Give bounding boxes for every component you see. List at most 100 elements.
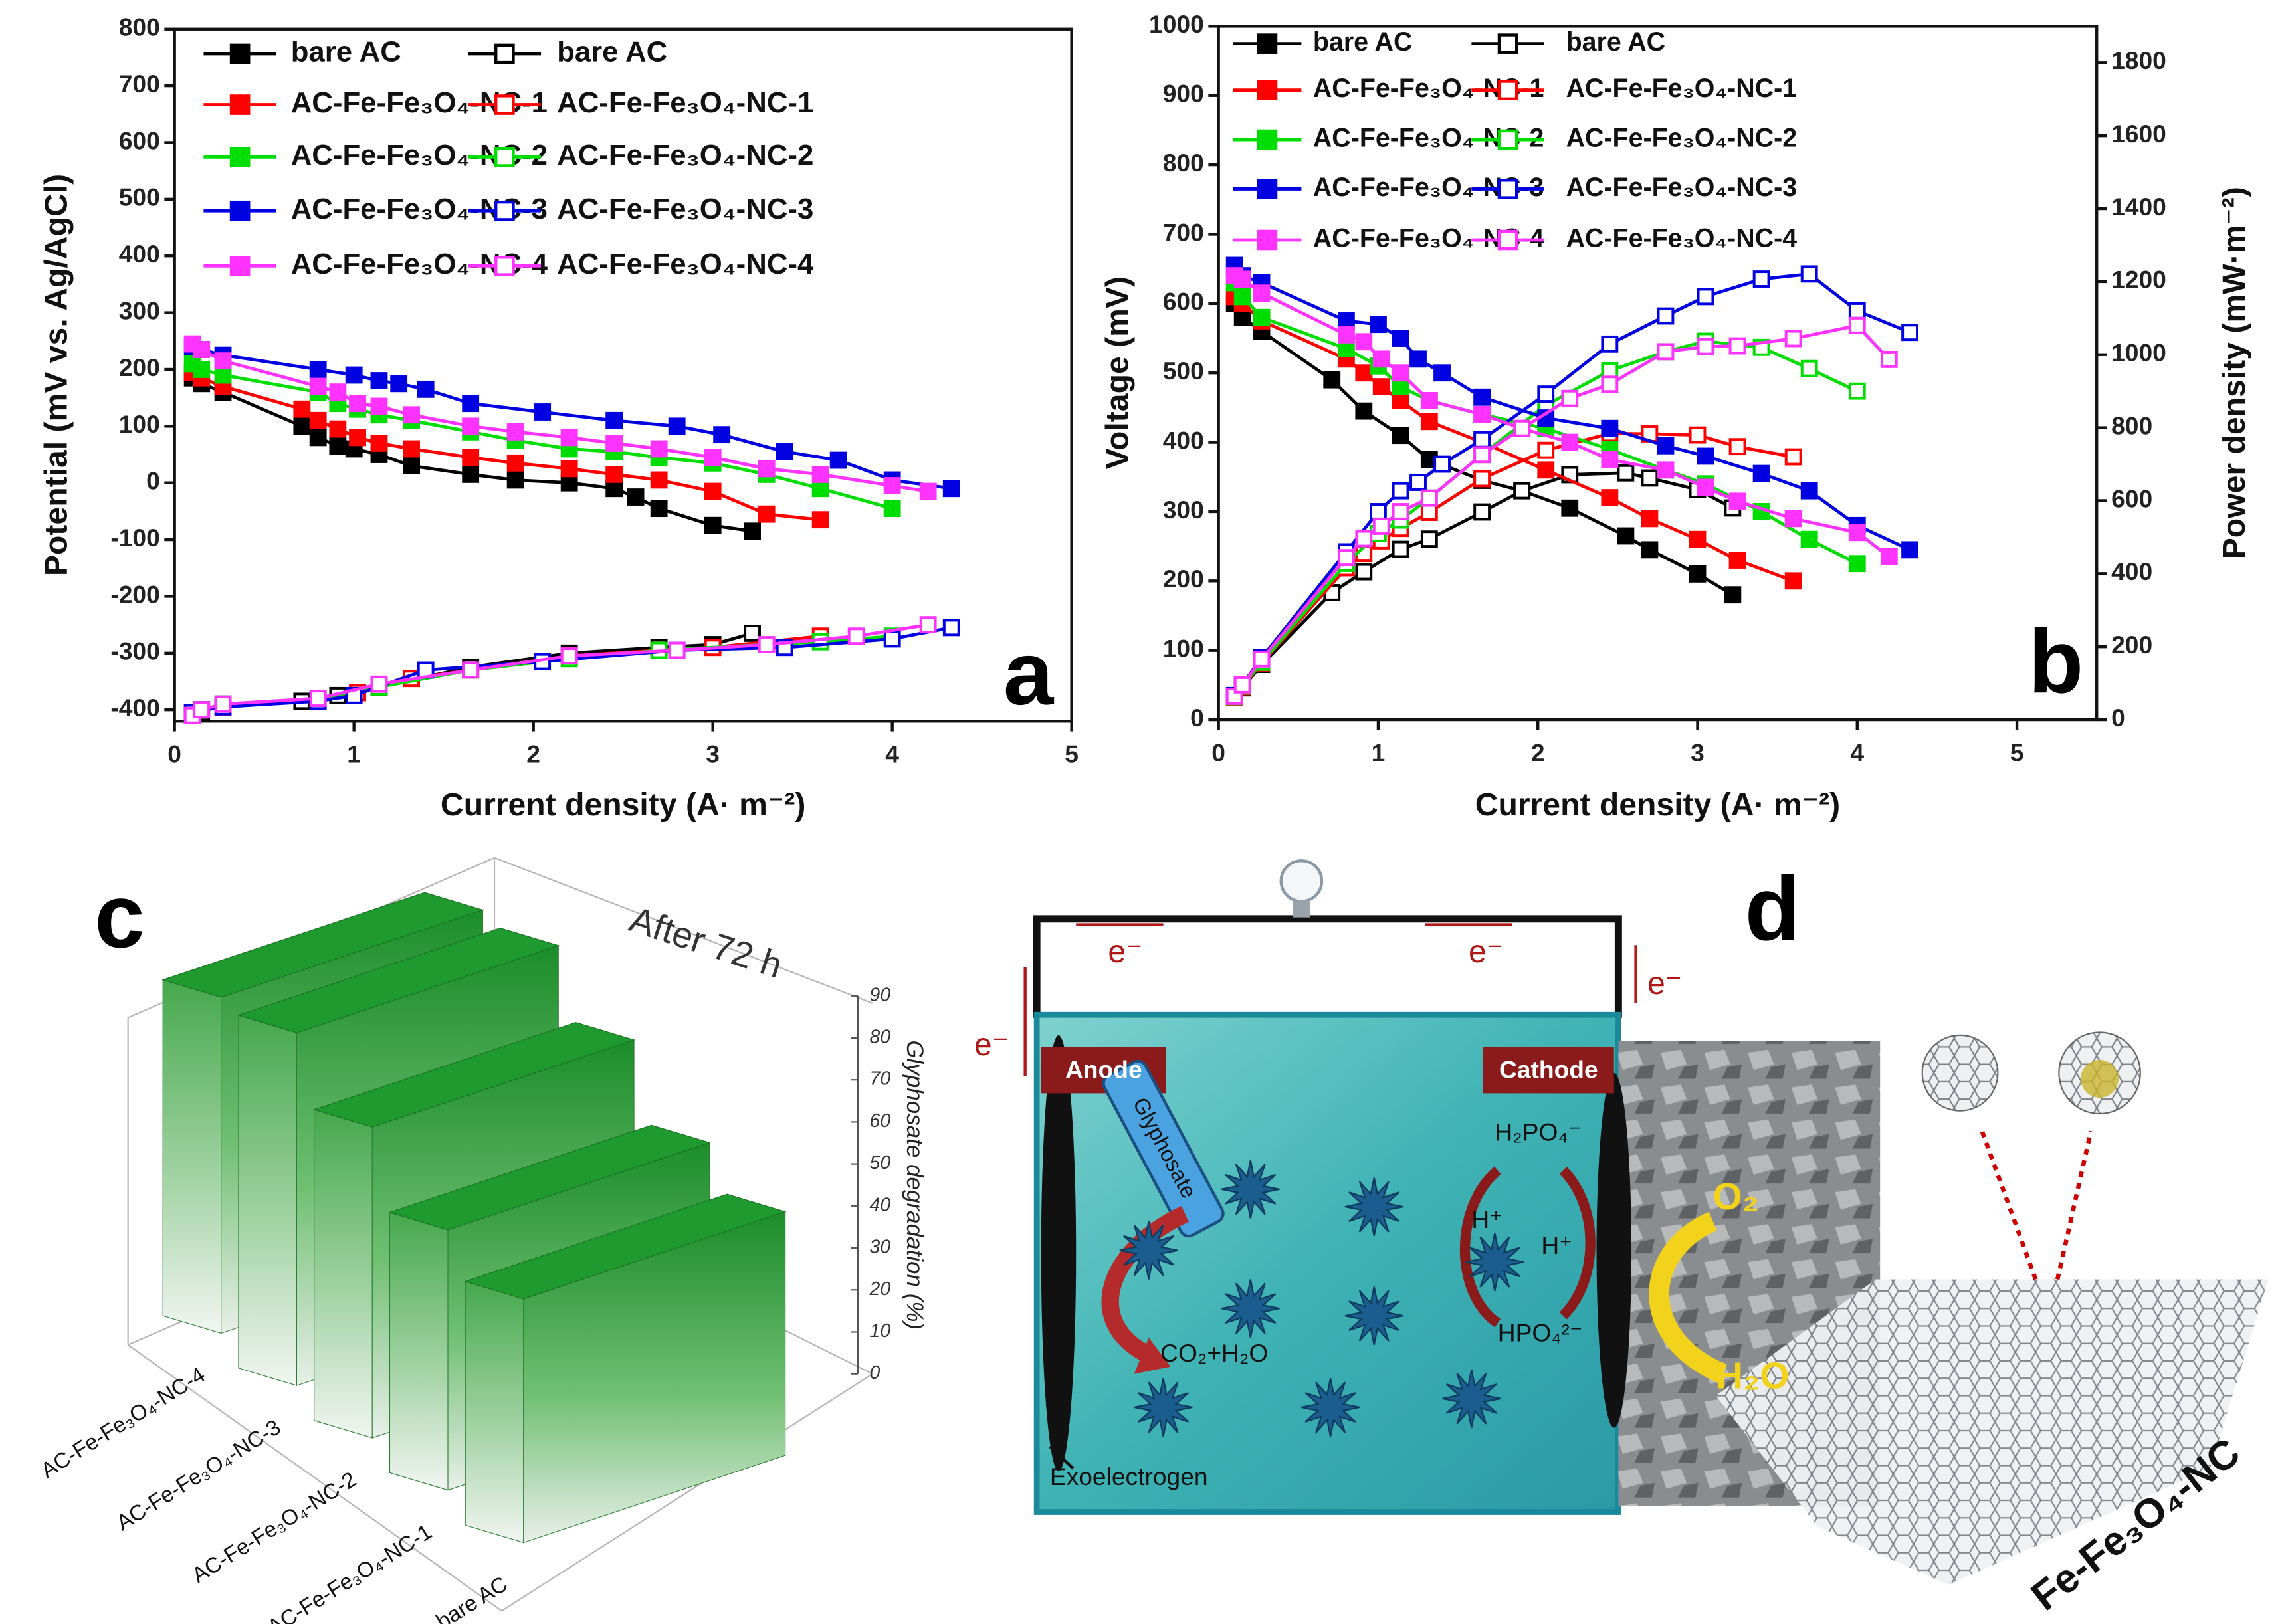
panel-label: c bbox=[94, 865, 144, 966]
data-point bbox=[1473, 470, 1491, 488]
y-tick-label: 40 bbox=[870, 1194, 891, 1215]
pointer bbox=[1049, 1445, 1075, 1470]
data-point bbox=[1355, 364, 1373, 382]
data-point bbox=[1657, 437, 1675, 455]
data-point bbox=[1601, 419, 1619, 437]
electron-label: e⁻ bbox=[974, 1027, 1009, 1063]
data-point bbox=[1409, 350, 1427, 368]
data-point bbox=[293, 417, 311, 435]
proton-cycle bbox=[1559, 1166, 1596, 1320]
data-point bbox=[462, 661, 480, 679]
data-point bbox=[390, 375, 408, 393]
legend-marker bbox=[1257, 129, 1278, 150]
legend-marker bbox=[494, 94, 515, 115]
data-point bbox=[193, 361, 211, 378]
data-point bbox=[1728, 492, 1746, 510]
data-point bbox=[1848, 382, 1866, 400]
legend-marker bbox=[1497, 179, 1518, 199]
electron-label: e⁻ bbox=[1647, 965, 1682, 1001]
data-point bbox=[1420, 504, 1438, 521]
microbe-icon bbox=[1301, 1378, 1360, 1437]
data-point bbox=[829, 451, 847, 469]
data-point bbox=[193, 701, 211, 719]
y-tick-label: 1000 bbox=[1149, 10, 1204, 38]
data-point bbox=[506, 423, 524, 441]
data-point bbox=[668, 641, 686, 659]
y-tick-label: 400 bbox=[1163, 426, 1204, 454]
data-point bbox=[506, 471, 524, 489]
data-point bbox=[1728, 438, 1746, 456]
y-tick-label: 90 bbox=[870, 984, 891, 1005]
data-point bbox=[627, 488, 645, 506]
data-point bbox=[1420, 489, 1438, 507]
legend-marker bbox=[1257, 179, 1278, 199]
data-point bbox=[1337, 326, 1355, 344]
y2-tick-label: 1800 bbox=[2111, 47, 2166, 74]
y-tick-label: 80 bbox=[870, 1027, 891, 1048]
x-tick-label: 0 bbox=[167, 740, 181, 768]
data-point bbox=[650, 500, 668, 518]
data-point bbox=[650, 471, 668, 489]
data-point bbox=[811, 511, 829, 529]
y-tick-label: 200 bbox=[1163, 565, 1204, 593]
data-point bbox=[1601, 451, 1619, 468]
data-point bbox=[1337, 549, 1355, 567]
data-point bbox=[1561, 499, 1579, 517]
data-point bbox=[1355, 530, 1373, 548]
data-point bbox=[1392, 540, 1409, 558]
data-point bbox=[919, 616, 937, 634]
data-point bbox=[329, 420, 347, 438]
data-point bbox=[370, 372, 388, 389]
data-point bbox=[883, 630, 901, 648]
data-point bbox=[1392, 330, 1409, 347]
data-point bbox=[1561, 433, 1579, 451]
data-point bbox=[193, 341, 211, 358]
data-point bbox=[1617, 464, 1635, 482]
data-point bbox=[1880, 350, 1898, 368]
data-point bbox=[345, 366, 363, 384]
y-tick-label: 100 bbox=[1163, 635, 1204, 662]
y-tick-label: 400 bbox=[119, 240, 160, 268]
category-label: AC-Fe-Fe₃O₄-NC-3 bbox=[112, 1414, 284, 1535]
data-point bbox=[1561, 389, 1579, 407]
bar-side bbox=[238, 1015, 298, 1386]
x-tick-label: 3 bbox=[1691, 738, 1705, 766]
data-point bbox=[1392, 503, 1409, 520]
y-tick-label: -400 bbox=[110, 694, 159, 722]
y-tick-label: 300 bbox=[119, 296, 160, 324]
legend-label: AC-Fe-Fe₃O₄-NC-3 bbox=[557, 193, 813, 225]
x-tick-label: 3 bbox=[706, 740, 720, 768]
x-tick-label: 2 bbox=[526, 740, 540, 768]
legend-marker bbox=[1257, 33, 1278, 54]
legend-marker bbox=[494, 256, 515, 276]
data-point bbox=[1657, 307, 1675, 325]
y-axis-label: Voltage (mV) bbox=[1100, 276, 1136, 470]
data-point bbox=[744, 522, 761, 540]
legend-marker bbox=[229, 43, 251, 64]
y-tick-label: 0 bbox=[146, 467, 160, 495]
legend-label: AC-Fe-Fe₃O₄-NC-4 bbox=[1566, 223, 1798, 253]
microbe-icon bbox=[1344, 1177, 1403, 1237]
data-point bbox=[1657, 461, 1675, 479]
x-axis-label: Current density (A· m⁻²) bbox=[441, 787, 805, 823]
y-tick-label: 50 bbox=[870, 1152, 891, 1173]
series-line bbox=[191, 342, 929, 493]
data-point bbox=[1641, 510, 1659, 528]
data-point bbox=[1901, 541, 1918, 559]
oxygen-label: O₂ bbox=[1713, 1176, 1760, 1218]
acid-label: H₂PO₄⁻ bbox=[1495, 1118, 1581, 1146]
bar-top bbox=[464, 1193, 787, 1300]
y-tick-label: 100 bbox=[119, 410, 160, 438]
data-point bbox=[1372, 518, 1390, 535]
data-point bbox=[560, 460, 578, 478]
legend-marker bbox=[229, 146, 251, 167]
data-point bbox=[1689, 565, 1707, 583]
y-tick-label: 300 bbox=[1163, 496, 1204, 524]
y-tick-label: 0 bbox=[1190, 704, 1204, 732]
bar-side bbox=[314, 1109, 373, 1439]
data-point bbox=[1784, 330, 1802, 348]
legend-marker bbox=[494, 200, 515, 221]
data-point bbox=[1372, 378, 1390, 396]
bulb bbox=[1279, 859, 1324, 903]
proton-cycle bbox=[1459, 1166, 1501, 1328]
